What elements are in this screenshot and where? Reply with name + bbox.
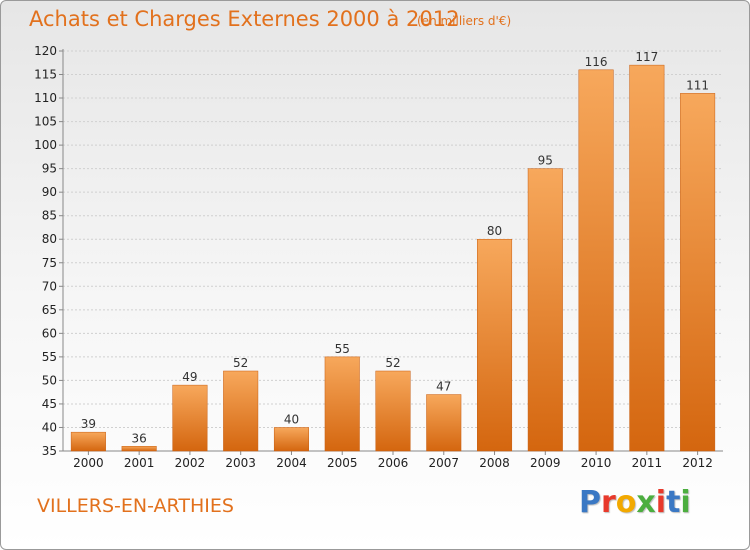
x-tick-label-2011: 2011 xyxy=(632,456,663,470)
y-tick-label: 45 xyxy=(42,397,57,411)
y-tick-label: 105 xyxy=(34,115,57,129)
bar-2002 xyxy=(172,384,208,452)
data-label-2006: 52 xyxy=(385,356,400,370)
bar-2006 xyxy=(375,370,411,452)
y-tick-label: 35 xyxy=(42,444,57,458)
y-tick-label: 110 xyxy=(34,91,57,105)
logo-letter: o xyxy=(615,485,637,520)
y-tick-label: 95 xyxy=(42,162,57,176)
bars xyxy=(70,64,716,452)
bar-2000 xyxy=(70,431,106,452)
y-tick-label: 65 xyxy=(42,303,57,317)
x-tick-label-2006: 2006 xyxy=(378,456,409,470)
data-label-2010: 116 xyxy=(585,55,608,69)
x-tick-label-2010: 2010 xyxy=(581,456,612,470)
y-tick-label: 55 xyxy=(42,350,57,364)
data-label-2011: 117 xyxy=(635,50,658,64)
bar-2010 xyxy=(578,69,614,452)
chart-unit: (en milliers d'€) xyxy=(417,14,512,28)
x-tick-label-2003: 2003 xyxy=(225,456,256,470)
logo-letter: r xyxy=(601,485,616,520)
x-tick-label-2002: 2002 xyxy=(175,456,206,470)
logo-letter: i xyxy=(680,485,691,520)
y-tick-label: 100 xyxy=(34,138,57,152)
x-tick-label-2001: 2001 xyxy=(124,456,155,470)
bar-2009 xyxy=(527,168,563,452)
data-label-2007: 47 xyxy=(436,380,451,394)
y-tick-label: 50 xyxy=(42,373,57,387)
data-label-2000: 39 xyxy=(81,417,96,431)
bar-2003 xyxy=(223,370,259,452)
y-tick-label: 70 xyxy=(42,279,57,293)
bar-2004 xyxy=(273,427,309,452)
y-tick-label: 80 xyxy=(42,232,57,246)
bar-2008 xyxy=(477,238,513,452)
logo-letter: t xyxy=(666,485,681,520)
data-label-2001: 36 xyxy=(132,431,147,445)
data-label-2008: 80 xyxy=(487,224,502,238)
data-label-2012: 111 xyxy=(686,78,709,92)
x-tick-label-2012: 2012 xyxy=(682,456,713,470)
x-tick-label-2005: 2005 xyxy=(327,456,358,470)
x-tick-label-2000: 2000 xyxy=(73,456,104,470)
y-tick-label: 60 xyxy=(42,326,57,340)
bar-2012 xyxy=(680,93,716,452)
y-tick-label: 120 xyxy=(34,44,57,58)
bar-2007 xyxy=(426,394,462,452)
x-tick-label-2007: 2007 xyxy=(428,456,459,470)
y-tick-label: 115 xyxy=(34,68,57,82)
data-label-2009: 95 xyxy=(538,154,553,168)
bar-2011 xyxy=(629,64,665,452)
logo-letter: P xyxy=(579,485,601,520)
x-tick-label-2008: 2008 xyxy=(479,456,510,470)
y-tick-label: 85 xyxy=(42,209,57,223)
proxiti-logo: Proxiti xyxy=(579,485,691,520)
data-label-2004: 40 xyxy=(284,412,299,426)
logo-letter: i xyxy=(655,485,667,520)
logo-letter: x xyxy=(636,485,656,520)
y-tick-label: 75 xyxy=(42,256,57,270)
bar-2005 xyxy=(324,356,360,452)
labels: 39 2000 36 2001 49 2002 52 2003 40 2004 55 2005 52 20… xyxy=(73,50,713,470)
data-label-2005: 55 xyxy=(335,342,350,356)
data-label-2002: 49 xyxy=(182,370,197,384)
x-tick-label-2009: 2009 xyxy=(530,456,561,470)
data-label-2003: 52 xyxy=(233,356,248,370)
y-tick-label: 90 xyxy=(42,185,57,199)
chart-title: Achats et Charges Externes 2000 à 2012 xyxy=(29,7,460,31)
x-tick-label-2004: 2004 xyxy=(276,456,307,470)
y-tick-label: 40 xyxy=(42,420,57,434)
bar-2001 xyxy=(121,446,157,452)
commune-name: VILLERS-EN-ARTHIES xyxy=(37,495,234,517)
